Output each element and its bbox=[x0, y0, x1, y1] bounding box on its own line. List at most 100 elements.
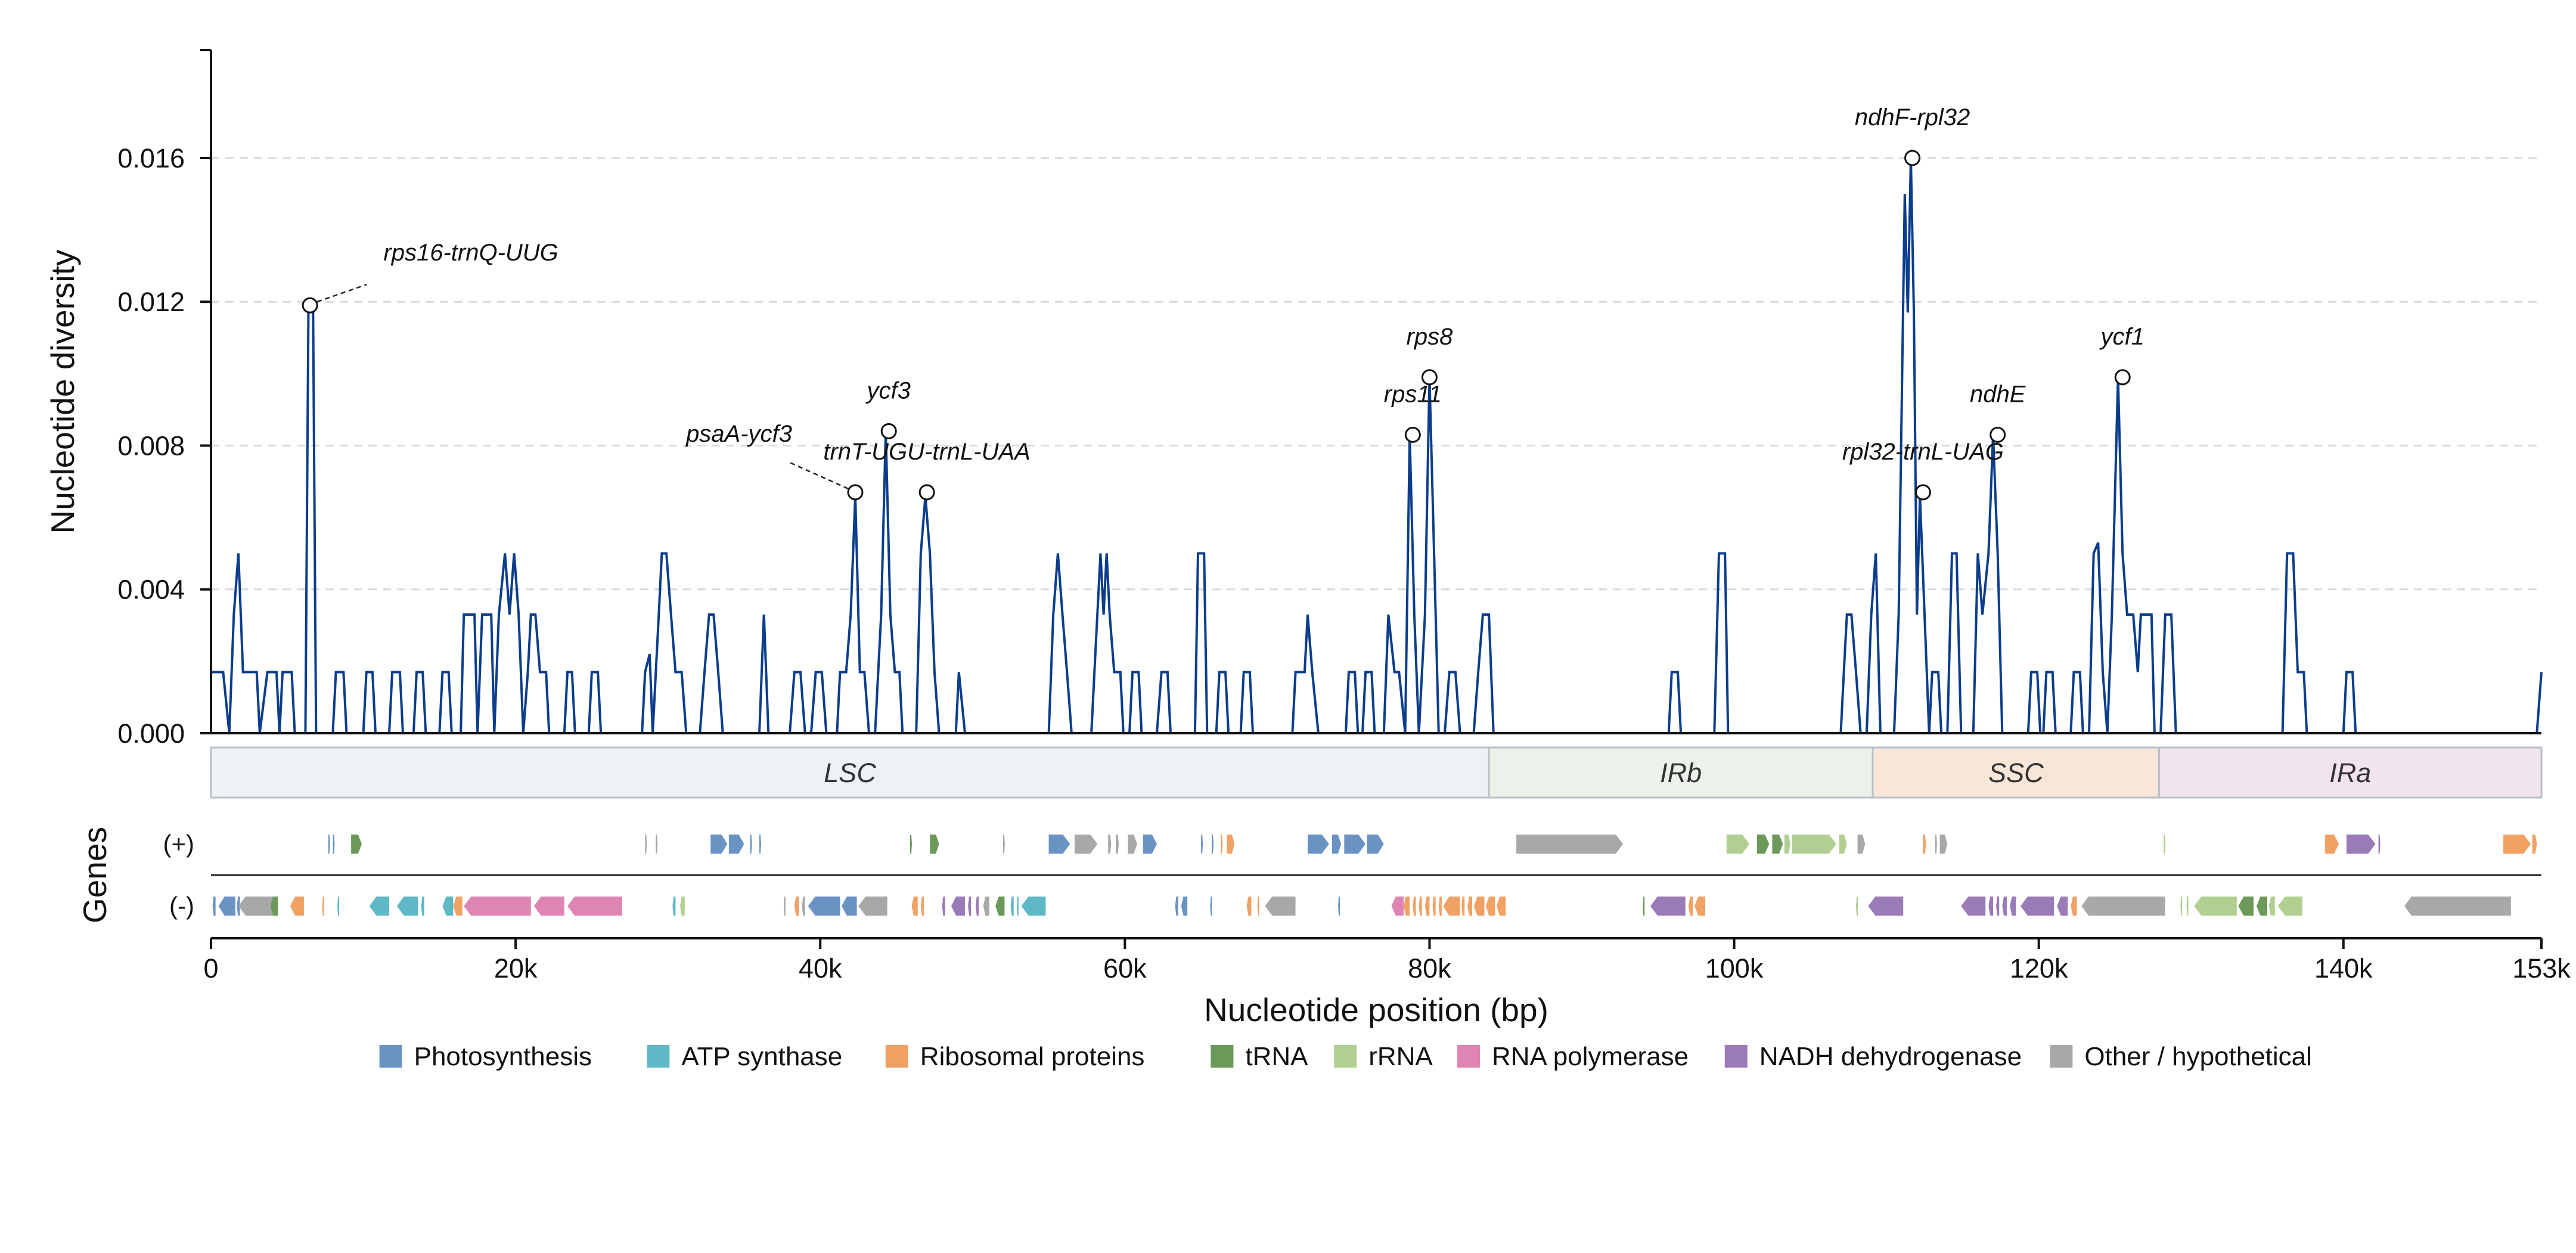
gene-minus-strand bbox=[337, 897, 340, 916]
gene-plus-strand bbox=[1201, 835, 1203, 854]
peak-leader-line bbox=[789, 461, 849, 490]
gene-minus-strand bbox=[1265, 897, 1296, 916]
gridlines bbox=[211, 157, 2541, 591]
gene-plus-strand bbox=[710, 835, 728, 854]
gene-minus-strand bbox=[2081, 897, 2165, 916]
gene-minus-strand bbox=[567, 897, 622, 916]
gene-minus-strand bbox=[290, 897, 304, 916]
gene-minus-strand bbox=[1443, 897, 1460, 916]
region-label: IRa bbox=[2329, 758, 2371, 788]
legend-label-nadh: NADH dehydrogenase bbox=[1759, 1042, 2022, 1071]
x-tick-label: 40k bbox=[799, 953, 842, 984]
axes: 0.000 0.004 0.008 0.012 0.016 Nucleotide dive… bbox=[44, 49, 2571, 1028]
gene-minus-strand bbox=[1694, 897, 1705, 916]
gene-plus-strand bbox=[1839, 835, 1847, 854]
legend-label-photo: Photosynthesis bbox=[414, 1042, 592, 1071]
gene-plus-strand bbox=[750, 835, 752, 854]
y-tick-label: 0.000 bbox=[117, 718, 185, 749]
gene-minus-strand bbox=[672, 897, 676, 916]
region-band-ira bbox=[2158, 746, 2543, 799]
gene-plus-strand bbox=[1772, 835, 1783, 854]
gene-minus-strand bbox=[680, 897, 685, 916]
gene-plus-strand bbox=[1227, 835, 1235, 854]
gene-minus-strand bbox=[995, 897, 1005, 916]
peak-marker bbox=[1421, 369, 1438, 386]
gene-minus-strand bbox=[1175, 897, 1178, 916]
gene-minus-strand bbox=[2002, 897, 2007, 916]
gene-plus-strand bbox=[1108, 835, 1112, 854]
genome-regions-track: LSC IRb SSC IRa bbox=[210, 746, 2543, 799]
gene-minus-strand bbox=[2021, 897, 2054, 916]
y-tick-label: 0.012 bbox=[117, 287, 185, 317]
gene-plus-strand bbox=[351, 835, 362, 854]
gene-plus-strand bbox=[2325, 835, 2339, 854]
x-tick-label: 100k bbox=[1705, 953, 1764, 984]
gene-minus-strand bbox=[1181, 897, 1188, 916]
gene-minus-strand bbox=[1246, 897, 1252, 916]
gene-track: (+) (-) Genes bbox=[76, 827, 2541, 939]
gene-minus-strand bbox=[1210, 897, 1212, 916]
gene-minus-strand bbox=[1650, 897, 1686, 916]
gene-minus-strand bbox=[1438, 897, 1442, 916]
gene-minus-strand bbox=[1461, 897, 1465, 916]
region-label: IRb bbox=[1660, 758, 1702, 788]
strand-label-plus: (+) bbox=[163, 830, 195, 858]
gene-plus-strand bbox=[1344, 835, 1366, 854]
gene-minus-strand bbox=[2404, 897, 2511, 916]
region-band-irb bbox=[1488, 746, 1874, 799]
gene-minus-strand bbox=[1419, 897, 1422, 916]
gene-minus-strand bbox=[2257, 897, 2267, 916]
x-tick-label: 60k bbox=[1103, 953, 1147, 984]
gene-minus-strand bbox=[1961, 897, 1986, 916]
peak-leader-line bbox=[316, 284, 367, 303]
gene-minus-strand bbox=[533, 897, 564, 916]
legend-swatch-photo bbox=[379, 1045, 402, 1068]
strand-label-minus: (-) bbox=[169, 892, 194, 920]
gene-plus-strand bbox=[1726, 835, 1750, 854]
gene-minus-strand bbox=[1413, 897, 1416, 916]
gene-minus-strand bbox=[1473, 897, 1485, 916]
region-label: SSC bbox=[1988, 758, 2044, 788]
gene-plus-strand bbox=[1923, 835, 1926, 854]
legend-swatch-nadh bbox=[1724, 1045, 1748, 1068]
gene-minus-strand bbox=[911, 897, 918, 916]
gene-minus-strand bbox=[2277, 897, 2302, 916]
gene-minus-strand bbox=[1010, 897, 1014, 916]
gene-minus-strand bbox=[2010, 897, 2016, 916]
gene-minus-strand bbox=[951, 897, 965, 916]
gene-plus-strand bbox=[1756, 835, 1770, 854]
region-band-ssc bbox=[1872, 746, 2161, 799]
gene-plus-strand bbox=[1221, 835, 1223, 854]
peak-marker bbox=[847, 484, 864, 501]
gene-minus-strand bbox=[2268, 897, 2275, 916]
gene-minus-strand bbox=[2057, 897, 2068, 916]
genes-axis-title: Genes bbox=[76, 827, 113, 923]
x-tick-label: 140k bbox=[2314, 953, 2373, 984]
gene-plus-strand bbox=[1784, 835, 1791, 854]
gene-minus-strand bbox=[802, 897, 805, 916]
x-tick-label: 0 bbox=[203, 953, 218, 984]
peak-marker bbox=[1904, 150, 1921, 166]
peak-label: trnT-UGU-trnL-UAA bbox=[823, 439, 1030, 465]
peak-label: ycf1 bbox=[2099, 324, 2144, 350]
gene-plus-strand bbox=[2164, 835, 2166, 854]
gene-minus-strand bbox=[1391, 897, 1404, 916]
gene-minus-strand bbox=[421, 897, 424, 916]
gene-plus-strand bbox=[2532, 835, 2537, 854]
peak-marker bbox=[1990, 426, 2006, 443]
legend-swatch-atp bbox=[647, 1045, 670, 1068]
x-tick-label: 120k bbox=[2010, 953, 2068, 984]
x-tick-label: 153k bbox=[2512, 953, 2571, 984]
gene-minus-strand bbox=[1432, 897, 1436, 916]
gene-plus-strand bbox=[2378, 835, 2381, 854]
gene-plus-strand bbox=[656, 835, 658, 854]
gene-minus-strand bbox=[1496, 897, 1506, 916]
y-tick-label: 0.004 bbox=[117, 575, 185, 605]
peak-marker bbox=[880, 423, 897, 439]
gene-plus-strand bbox=[1116, 835, 1119, 854]
gene-plus-strand bbox=[1935, 835, 1937, 854]
legend-label-rnap: RNA polymerase bbox=[1492, 1042, 1689, 1071]
gene-plus-strand bbox=[645, 835, 647, 854]
legend-label-trna: tRNA bbox=[1245, 1042, 1308, 1071]
diversity-plot: rps16-trnQ-UUG psaA-ycf3 ycf3 trnT-UGU-trnL… bbox=[211, 104, 2543, 734]
